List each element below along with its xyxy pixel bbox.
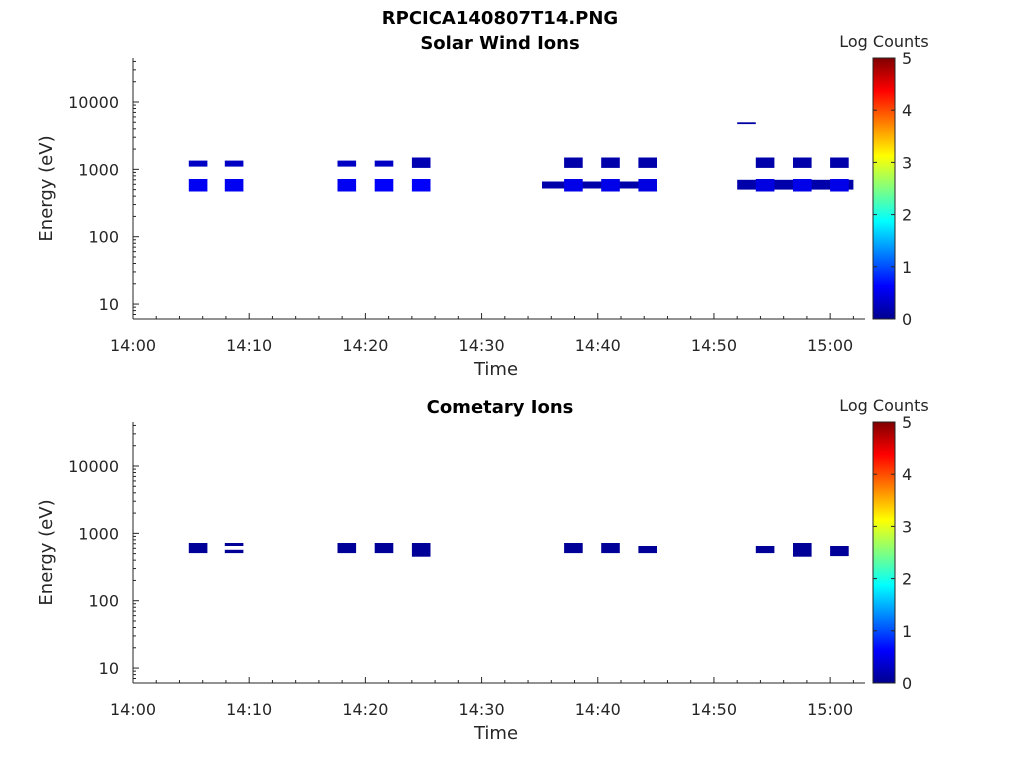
colorbar-tick-label: 3 bbox=[902, 153, 912, 172]
x-tick-label: 14:10 bbox=[226, 700, 272, 719]
colorbar-tick-label: 0 bbox=[902, 310, 912, 329]
data-block bbox=[374, 179, 394, 192]
data-block bbox=[564, 543, 583, 554]
data-block bbox=[830, 157, 849, 168]
colorbar-tick-label: 1 bbox=[902, 622, 912, 641]
data-block bbox=[793, 157, 812, 168]
x-tick-label: 14:50 bbox=[691, 336, 737, 355]
colorbar-gradient bbox=[872, 57, 896, 320]
data-block bbox=[755, 157, 775, 168]
colorbar-tick-label: 0 bbox=[902, 674, 912, 693]
x-tick-label: 14:30 bbox=[459, 700, 505, 719]
colorbar-tick-label: 4 bbox=[902, 465, 912, 484]
colorbar-tick-label: 2 bbox=[902, 206, 912, 225]
data-block bbox=[374, 160, 394, 167]
panel-title: Cometary Ions bbox=[427, 397, 574, 418]
y-axis-label: Energy (eV) bbox=[36, 135, 57, 241]
x-tick-label: 14:20 bbox=[342, 336, 388, 355]
data-block bbox=[638, 179, 657, 192]
colorbar-tick-label: 5 bbox=[902, 413, 912, 432]
colorbar-label: Log Counts bbox=[839, 396, 929, 415]
x-tick-label: 14:40 bbox=[575, 336, 621, 355]
y-tick-label: 100 bbox=[88, 228, 119, 247]
x-tick-label: 14:10 bbox=[226, 336, 272, 355]
data-block bbox=[337, 160, 357, 167]
y-tick-label: 10 bbox=[99, 659, 119, 678]
x-tick-label: 14:40 bbox=[575, 700, 621, 719]
data-block bbox=[601, 157, 620, 168]
x-tick-label: 14:30 bbox=[459, 336, 505, 355]
data-block bbox=[374, 543, 394, 554]
panel-title: Solar Wind Ions bbox=[420, 33, 579, 54]
y-tick-label: 100 bbox=[88, 592, 119, 611]
colorbar-tick-label: 4 bbox=[902, 101, 912, 120]
data-block bbox=[601, 543, 620, 554]
data-block bbox=[542, 181, 649, 189]
data-block bbox=[755, 546, 775, 554]
x-tick-label: 15:00 bbox=[807, 700, 853, 719]
x-tick-label: 14:50 bbox=[691, 700, 737, 719]
data-block bbox=[188, 179, 208, 192]
data-block bbox=[337, 543, 357, 554]
data-block bbox=[564, 157, 583, 168]
data-block bbox=[411, 179, 431, 192]
data-block bbox=[411, 543, 431, 557]
panel-1: Solar Wind Ions 14:00 14:10 14:20 14:30 14:40… bbox=[36, 32, 929, 380]
x-tick-label: 15:00 bbox=[807, 336, 853, 355]
data-block bbox=[411, 157, 431, 168]
colorbar-tick-label: 2 bbox=[902, 570, 912, 589]
y-tick-label: 1000 bbox=[78, 524, 119, 543]
data-block bbox=[830, 546, 849, 557]
data-block bbox=[224, 543, 244, 546]
data-block bbox=[601, 179, 620, 192]
data-block bbox=[830, 179, 849, 192]
data-block bbox=[224, 160, 244, 167]
x-tick-label: 14:00 bbox=[110, 700, 156, 719]
data-block bbox=[224, 549, 244, 554]
colorbar-label: Log Counts bbox=[839, 32, 929, 51]
data-block bbox=[337, 179, 357, 192]
data-block bbox=[564, 179, 583, 192]
x-axis-label: Time bbox=[473, 359, 518, 380]
data-block bbox=[188, 543, 208, 554]
y-tick-label: 10000 bbox=[68, 93, 119, 112]
data-block bbox=[737, 122, 756, 125]
data-block bbox=[793, 179, 812, 192]
data-block bbox=[755, 179, 775, 192]
figure-title: RPCICA140807T14.PNG bbox=[382, 8, 618, 29]
data-block bbox=[638, 157, 657, 168]
colorbar-tick-label: 1 bbox=[902, 258, 912, 277]
colorbar-gradient bbox=[872, 421, 896, 684]
data-block bbox=[188, 160, 208, 167]
y-tick-label: 10000 bbox=[68, 457, 119, 476]
y-tick-label: 1000 bbox=[78, 160, 119, 179]
x-tick-label: 14:00 bbox=[110, 336, 156, 355]
x-axis-label: Time bbox=[473, 723, 518, 744]
data-block bbox=[638, 546, 657, 554]
y-axis-label: Energy (eV) bbox=[36, 499, 57, 605]
colorbar-tick-label: 5 bbox=[902, 49, 912, 68]
colorbar-tick-label: 3 bbox=[902, 517, 912, 536]
data-block bbox=[793, 543, 812, 557]
x-tick-label: 14:20 bbox=[342, 700, 388, 719]
y-tick-label: 10 bbox=[99, 295, 119, 314]
data-block bbox=[224, 179, 244, 192]
